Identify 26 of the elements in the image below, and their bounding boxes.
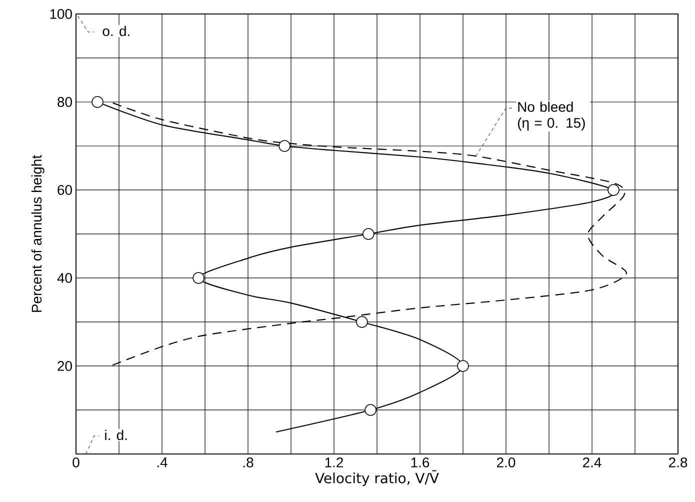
y-tick-label: 100 <box>50 9 72 19</box>
x-axis-title: Velocity ratio, V/V̄ <box>315 470 439 486</box>
point <box>608 184 620 196</box>
x-tick-label: 2.8 <box>669 457 688 468</box>
point <box>92 96 104 108</box>
annotation: i. d. <box>105 430 127 440</box>
text: No bleed (η = 0. 15) <box>518 102 585 131</box>
point <box>278 140 290 152</box>
x-tick-label: 1.2 <box>325 457 344 468</box>
x-tick-label: 2.4 <box>583 457 602 468</box>
point <box>457 360 469 372</box>
y-tick-label: 40 <box>57 273 72 283</box>
y-axis-title: Percent of annulus height <box>31 155 44 312</box>
x-tick-label: .4 <box>157 458 168 468</box>
x-tick-label: 0 <box>72 457 80 468</box>
point <box>362 228 374 240</box>
x-tick-label: 2.0 <box>497 457 516 468</box>
annotation: o. d. <box>102 26 130 36</box>
point <box>364 404 376 416</box>
point <box>192 272 204 284</box>
point <box>356 316 368 328</box>
y-tick-label: 80 <box>58 97 72 107</box>
x-tick-label: .8 <box>243 457 254 468</box>
y-tick-label: 60 <box>58 185 72 195</box>
x-tick-label: 1.6 <box>411 457 430 468</box>
y-tick-label: 20 <box>58 361 72 371</box>
